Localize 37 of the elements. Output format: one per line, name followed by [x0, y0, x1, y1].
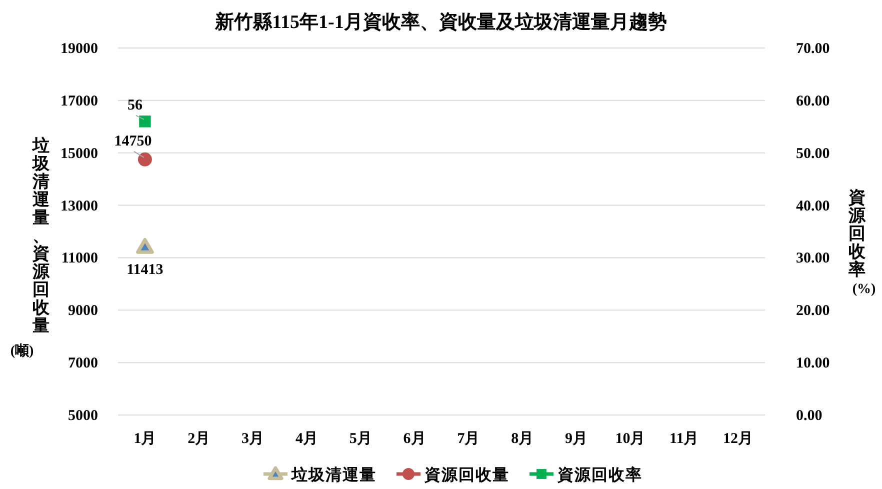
y2-tick-label: 20.00 — [796, 303, 830, 320]
x-tick-label: 3月 — [242, 431, 264, 447]
y2-tick-label: 70.00 — [796, 41, 830, 57]
y2-tick-label: 50.00 — [796, 146, 830, 162]
data-label: 11413 — [126, 262, 164, 278]
x-tick-label: 6月 — [403, 431, 426, 447]
y2-axis-title: 資源回收率(%) — [848, 188, 876, 297]
x-tick-label: 8月 — [511, 431, 534, 447]
y2-tick-label: 0.00 — [796, 408, 822, 424]
y2-tick-label: 10.00 — [796, 356, 830, 372]
y-tick-label: 15000 — [60, 146, 98, 162]
y-tick-label: 19000 — [60, 41, 98, 57]
legend-label: 垃圾清運量 — [292, 467, 376, 484]
x-tick-label: 12月 — [723, 431, 754, 447]
x-tick-label: 9月 — [565, 431, 588, 447]
x-tick-label: 4月 — [295, 431, 318, 447]
y2-tick-label: 60.00 — [796, 93, 830, 110]
x-tick-label: 10月 — [615, 431, 646, 447]
data-label: 14750 — [114, 133, 152, 150]
chart-title: 新竹縣115年1-1月資收率、資收量及垃圾清運量月趨勢 — [215, 12, 667, 33]
y2-tick-label: 40.00 — [796, 198, 830, 214]
data-label: 56 — [127, 97, 142, 114]
x-tick-label: 5月 — [349, 431, 372, 447]
y-tick-label: 5000 — [68, 408, 98, 424]
x-tick-label: 7月 — [457, 431, 480, 447]
legend-label: 資源回收量 — [424, 467, 510, 484]
legend-label: 資源回收率 — [558, 467, 642, 484]
x-tick-label: 11月 — [670, 431, 699, 447]
x-tick-label: 1月 — [134, 431, 156, 447]
y-tick-label: 11000 — [61, 250, 98, 267]
y-tick-label: 9000 — [68, 303, 98, 320]
x-tick-label: 2月 — [188, 431, 210, 447]
y-tick-label: 13000 — [60, 198, 98, 214]
y2-tick-label: 30.00 — [796, 250, 830, 267]
y-tick-label: 7000 — [68, 356, 98, 372]
y-tick-label: 17000 — [60, 93, 98, 110]
y-axis-title: 垃圾清運量、資源回收量(噸) — [10, 136, 50, 359]
